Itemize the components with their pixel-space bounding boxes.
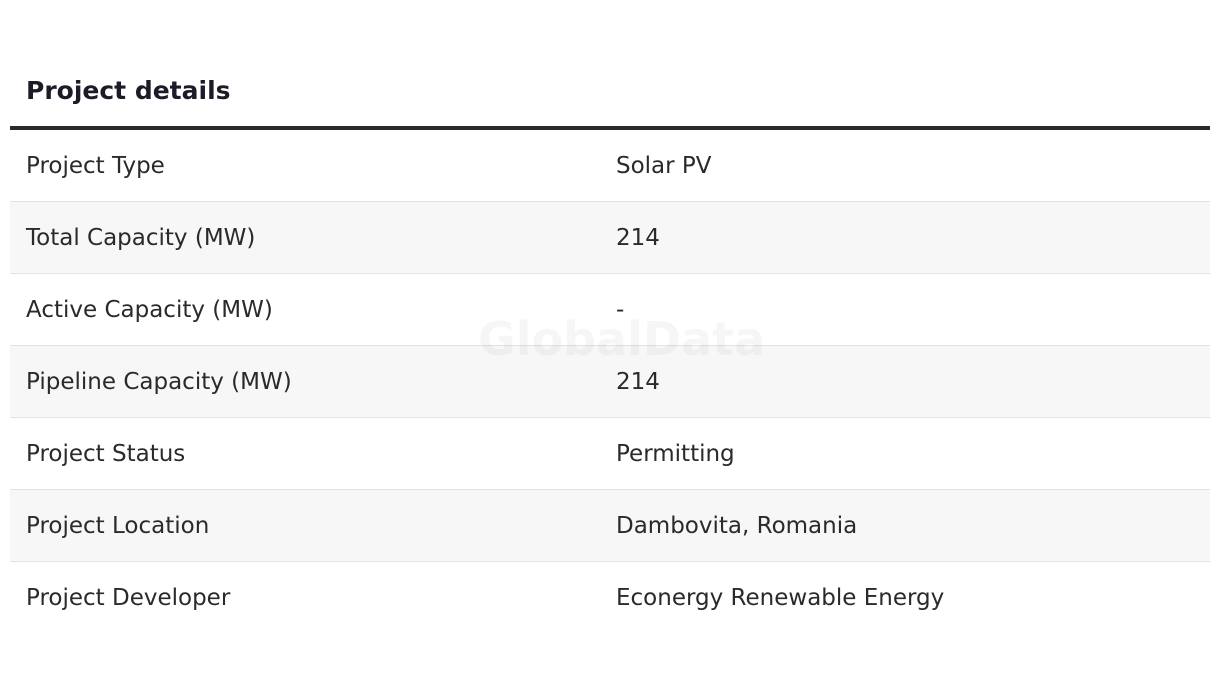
title-rule xyxy=(10,126,1210,130)
row-label: Project Developer xyxy=(26,584,231,611)
details-table: Project Type Solar PV Total Capacity (MW) 2… xyxy=(10,130,1210,633)
row-label: Project Type xyxy=(10,130,616,202)
row-value: - xyxy=(616,273,1210,346)
row-label: Active Capacity (MW) xyxy=(10,273,616,346)
row-value: Solar PV xyxy=(616,130,1210,202)
table-row: Active Capacity (MW) - xyxy=(10,273,1210,346)
row-value: Dambovita, Romania xyxy=(616,489,1210,562)
table-row: Project Developer Econergy Renewable Ener… xyxy=(10,562,1210,634)
row-value: 214 xyxy=(616,345,1210,418)
row-label: Pipeline Capacity (MW) xyxy=(10,345,616,418)
row-value: Econergy Renewable Energy xyxy=(616,584,945,611)
table-row: Project Location Dambovita, Romania xyxy=(10,489,1210,562)
row-value: 214 xyxy=(616,201,1210,274)
table-row: Pipeline Capacity (MW) 214 xyxy=(10,345,1210,418)
table-row: Total Capacity (MW) 214 xyxy=(10,201,1210,274)
table-row: Project Type Solar PV xyxy=(10,130,1210,202)
section-title: Project details xyxy=(26,76,231,105)
row-label: Total Capacity (MW) xyxy=(10,201,616,274)
table-row: Project Status Permitting xyxy=(10,417,1210,490)
row-label: Project Location xyxy=(10,489,616,562)
row-label: Project Status xyxy=(10,417,616,490)
table-body: Project Type Solar PV Total Capacity (MW) 2… xyxy=(10,130,1210,633)
row-value: Permitting xyxy=(616,417,1210,490)
